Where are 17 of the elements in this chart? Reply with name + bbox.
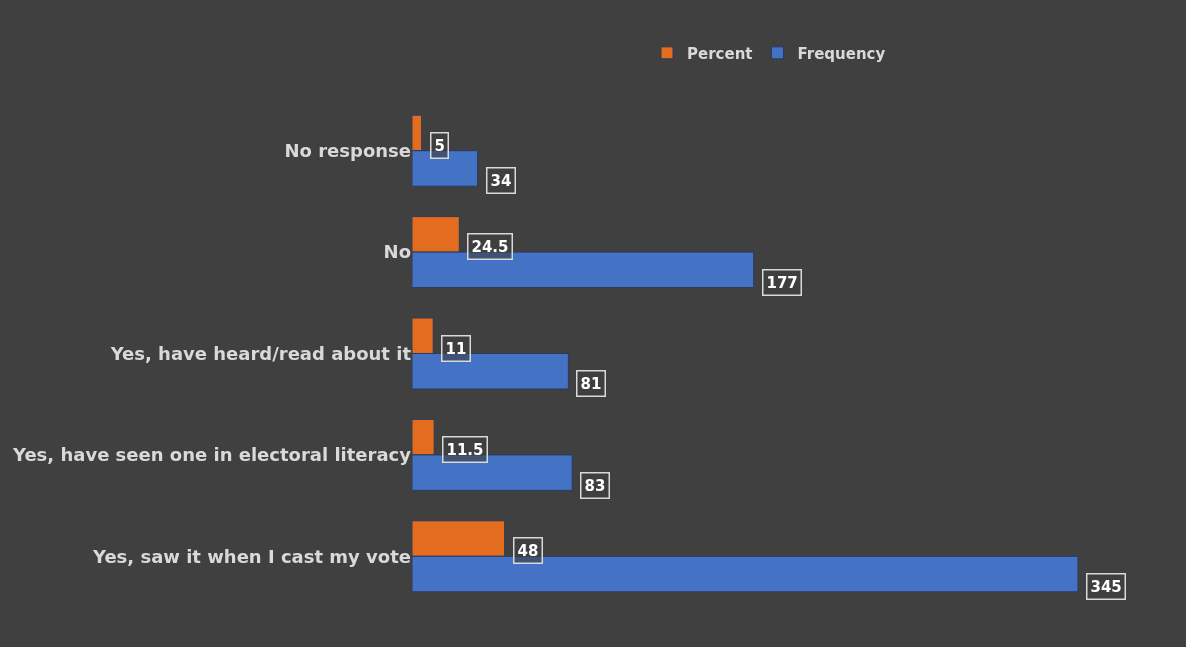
data-label: 81 bbox=[580, 374, 602, 393]
data-label: 48 bbox=[517, 541, 539, 560]
y-tick-label: No response bbox=[284, 140, 411, 161]
data-label: 24.5 bbox=[471, 237, 509, 256]
legend-label: Frequency bbox=[797, 44, 886, 63]
data-label: 34 bbox=[490, 171, 512, 190]
data-label: 5 bbox=[434, 136, 445, 155]
y-tick-label: Yes, have seen one in electoral literacy bbox=[12, 444, 412, 466]
data-label: 83 bbox=[584, 476, 606, 495]
y-tick-label: Yes, saw it when I cast my vote bbox=[92, 545, 411, 567]
data-label: 177 bbox=[766, 273, 798, 292]
data-label: 11 bbox=[445, 339, 467, 358]
data-label: 345 bbox=[1090, 577, 1122, 596]
legend-label: Percent bbox=[687, 44, 753, 63]
y-tick-label: Yes, have heard/read about it bbox=[109, 342, 412, 364]
data-label: 11.5 bbox=[446, 440, 484, 459]
y-tick-label: No bbox=[383, 241, 411, 263]
